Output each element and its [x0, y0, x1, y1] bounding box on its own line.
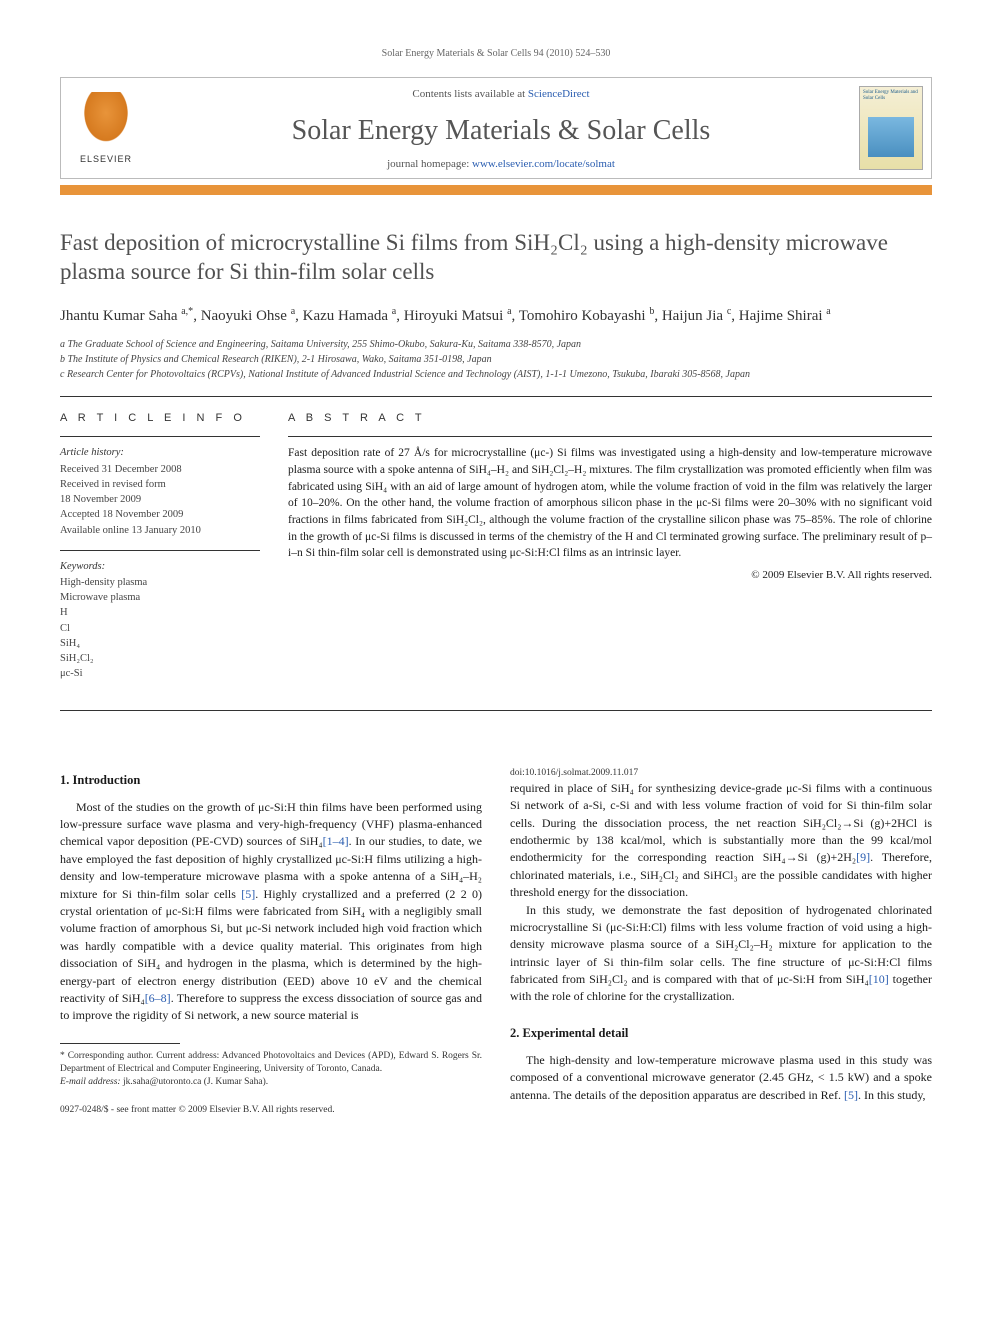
homepage-line: journal homepage: www.elsevier.com/locat… — [159, 158, 843, 170]
section-1-para-2: In this study, we demonstrate the fast d… — [510, 902, 932, 1006]
elsevier-logo: ELSEVIER — [61, 78, 151, 178]
affiliations: a The Graduate School of Science and Eng… — [60, 337, 932, 382]
body-two-column: 1. Introduction Most of the studies on t… — [60, 767, 932, 1117]
email-value: jk.saha@utoronto.ca (J. Kumar Saha). — [123, 1077, 268, 1087]
keyword-line: Cl — [60, 621, 260, 636]
cover-thumb: Solar Energy Materials and Solar Cells — [851, 78, 931, 178]
history-line: Received in revised form — [60, 477, 260, 492]
keywords-block: Keywords: High-density plasmaMicrowave p… — [60, 559, 260, 682]
article-title: Fast deposition of microcrystalline Si f… — [60, 229, 932, 287]
section-1-heading: 1. Introduction — [60, 771, 482, 789]
rule-info-1 — [60, 436, 260, 437]
page: Solar Energy Materials & Solar Cells 94 … — [0, 0, 992, 1157]
keyword-line: SiH₂Cl₂ — [60, 651, 260, 666]
affiliation-line: a The Graduate School of Science and Eng… — [60, 337, 932, 352]
article-history-block: Article history: Received 31 December 20… — [60, 445, 260, 537]
corresponding-author-note: * Corresponding author. Current address:… — [60, 1050, 482, 1077]
cover-image: Solar Energy Materials and Solar Cells — [859, 86, 923, 170]
elsevier-tree-icon — [76, 92, 136, 152]
orange-accent-bar — [60, 185, 932, 195]
running-header: Solar Energy Materials & Solar Cells 94 … — [60, 48, 932, 59]
keywords-label: Keywords: — [60, 559, 260, 574]
footnotes: * Corresponding author. Current address:… — [60, 1050, 482, 1090]
elsevier-label: ELSEVIER — [80, 154, 132, 164]
abstract-heading: A B S T R A C T — [288, 411, 932, 427]
journal-title: Solar Energy Materials & Solar Cells — [159, 115, 843, 147]
journal-center: Contents lists available at ScienceDirec… — [151, 78, 851, 178]
abstract-column: A B S T R A C T Fast deposition rate of … — [288, 411, 932, 694]
article-info-heading: A R T I C L E I N F O — [60, 411, 260, 427]
journal-header-box: ELSEVIER Contents lists available at Sci… — [60, 77, 932, 179]
keyword-line: Microwave plasma — [60, 590, 260, 605]
rule-bottom — [60, 710, 932, 711]
history-line: 18 November 2009 — [60, 492, 260, 507]
section-2-para-1: The high-density and low-temperature mic… — [510, 1052, 932, 1104]
section-2-heading: 2. Experimental detail — [510, 1024, 932, 1042]
abstract-copyright: © 2009 Elsevier B.V. All rights reserved… — [288, 568, 932, 584]
history-line: Received 31 December 2008 — [60, 462, 260, 477]
email-line: E-mail address: jk.saha@utoronto.ca (J. … — [60, 1076, 482, 1089]
author-list: Jhantu Kumar Saha a,*, Naoyuki Ohse a, K… — [60, 305, 932, 327]
section-1-para-1a: Most of the studies on the growth of μc-… — [60, 799, 482, 1025]
email-label: E-mail address: — [60, 1077, 121, 1087]
footnote-rule — [60, 1043, 180, 1044]
homepage-link[interactable]: www.elsevier.com/locate/solmat — [472, 158, 615, 170]
keyword-line: High-density plasma — [60, 575, 260, 590]
history-line: Accepted 18 November 2009 — [60, 507, 260, 522]
history-line: Available online 13 January 2010 — [60, 523, 260, 538]
sciencedirect-link[interactable]: ScienceDirect — [528, 88, 590, 100]
contents-prefix: Contents lists available at — [412, 88, 527, 100]
rule-info-2 — [60, 550, 260, 551]
history-label: Article history: — [60, 445, 260, 460]
keyword-line: μc-Si — [60, 666, 260, 681]
abstract-text: Fast deposition rate of 27 Å/s for micro… — [288, 445, 932, 562]
keyword-line: SiH₄ — [60, 636, 260, 651]
homepage-prefix: journal homepage: — [387, 158, 472, 170]
rule-abs — [288, 436, 932, 437]
affiliation-line: b The Institute of Physics and Chemical … — [60, 352, 932, 367]
keyword-line: H — [60, 605, 260, 620]
info-abstract-row: A R T I C L E I N F O Article history: R… — [60, 397, 932, 710]
affiliation-line: c Research Center for Photovoltaics (RCP… — [60, 367, 932, 382]
front-matter-line: 0927-0248/$ - see front matter © 2009 El… — [60, 1104, 482, 1117]
article-info-column: A R T I C L E I N F O Article history: R… — [60, 411, 260, 694]
section-1-para-1b: required in place of SiH₄ for synthesizi… — [510, 780, 932, 902]
doi-line: doi:10.1016/j.solmat.2009.11.017 — [510, 767, 932, 780]
contents-line: Contents lists available at ScienceDirec… — [159, 88, 843, 100]
